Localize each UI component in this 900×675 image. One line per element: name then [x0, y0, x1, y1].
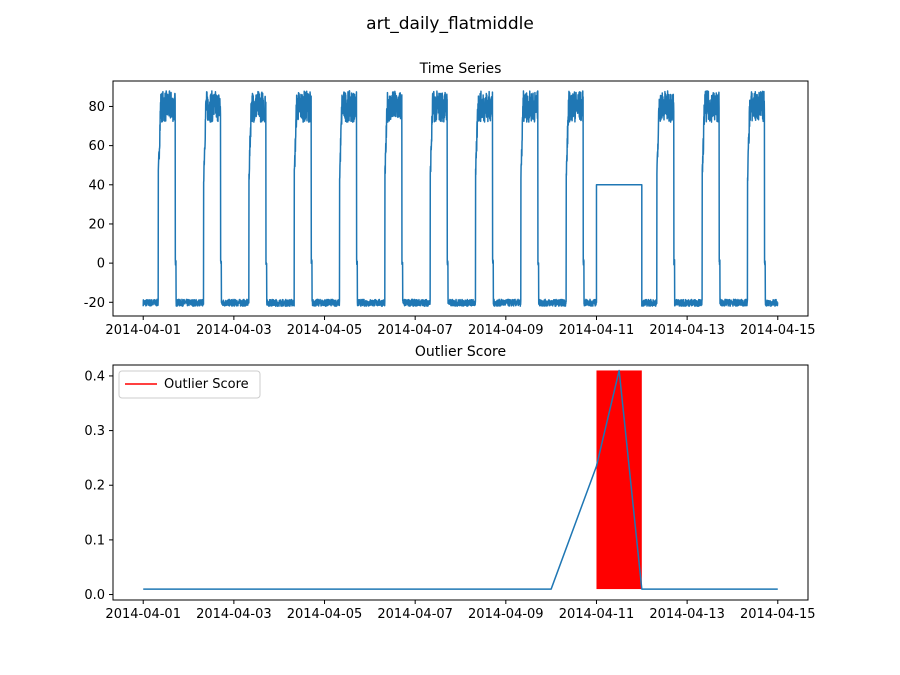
y-tick-label: 0 [97, 257, 105, 272]
series-line-time-series [142, 90, 779, 307]
y-tick-label: 60 [88, 139, 105, 154]
y-tick-label: 80 [88, 100, 105, 115]
y-tick-label: 0.3 [84, 424, 105, 439]
x-tick-label: 2014-04-03 [196, 323, 272, 338]
plot-area-time-series [142, 90, 779, 307]
x-axis-time-series: 2014-04-01 2014-04-03 2014-04-05 2014-04-07… [105, 316, 816, 338]
y-tick-label: 0.2 [84, 479, 105, 494]
plot-area-outlier-score [143, 369, 778, 590]
legend-box [118, 370, 261, 399]
y-tick-label: 0.1 [84, 533, 105, 548]
series-line-score [143, 369, 778, 590]
y-axis-time-series: -20 0 20 40 60 80 [84, 100, 113, 311]
x-tick-label: 2014-04-13 [649, 607, 725, 622]
figure-suptitle: art_daily_flatmiddle [366, 14, 534, 34]
x-tick-label: 2014-04-03 [196, 607, 272, 622]
x-tick-label: 2014-04-15 [740, 323, 816, 338]
x-tick-label: 2014-04-05 [287, 607, 363, 622]
legend-label-outlier-score: Outlier Score [164, 377, 249, 392]
x-tick-label: 2014-04-15 [740, 607, 816, 622]
chart-outlier-score: Outlier Score 2014-04-01 2014-04-03 2014-0… [84, 344, 815, 622]
x-tick-label: 2014-04-07 [377, 607, 453, 622]
y-tick-label: -20 [84, 296, 105, 311]
x-tick-label: 2014-04-09 [468, 323, 544, 338]
chart-title-outlier-score: Outlier Score [415, 344, 506, 360]
chart-time-series: Time Series 2014-04-01 2014-04-03 2014-04-… [84, 61, 816, 338]
y-tick-label: 0.0 [84, 588, 105, 603]
x-tick-label: 2014-04-13 [649, 323, 725, 338]
x-tick-label: 2014-04-07 [377, 323, 453, 338]
y-tick-label: 0.4 [84, 369, 105, 384]
x-tick-label: 2014-04-01 [105, 607, 181, 622]
legend: Outlier Score [118, 370, 261, 399]
x-tick-label: 2014-04-11 [559, 607, 635, 622]
axes-frame-time-series [112, 80, 809, 317]
y-axis-outlier-score: 0.0 0.1 0.2 0.3 0.4 [84, 369, 113, 603]
y-tick-label: 40 [88, 178, 105, 193]
x-tick-label: 2014-04-09 [468, 607, 544, 622]
axes-frame-outlier-score [112, 364, 809, 601]
outlier-score-area [596, 370, 642, 590]
x-tick-label: 2014-04-05 [287, 323, 363, 338]
x-axis-outlier-score: 2014-04-01 2014-04-03 2014-04-05 2014-04-07… [105, 600, 816, 622]
y-tick-label: 20 [88, 217, 105, 232]
x-tick-label: 2014-04-11 [559, 323, 635, 338]
chart-title-time-series: Time Series [419, 61, 502, 77]
x-tick-label: 2014-04-01 [105, 323, 181, 338]
